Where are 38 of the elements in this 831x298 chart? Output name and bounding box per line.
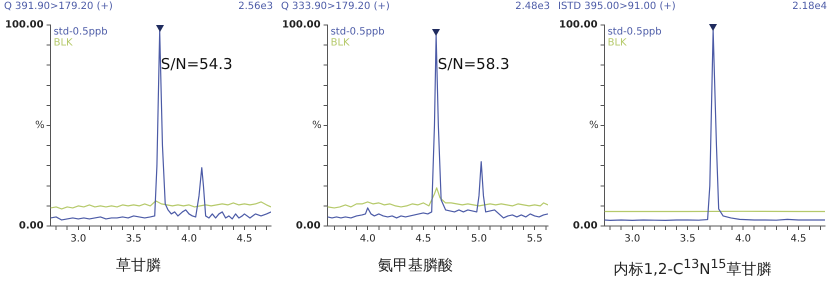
x-tick-label: 4.0 <box>181 234 197 245</box>
text: std-0.5ppb <box>54 26 108 38</box>
chart-subtitle: 2.56e3 <box>238 0 273 14</box>
x-tick-label: 3.5 <box>126 234 142 245</box>
y-tick-label: 100.00 <box>4 20 44 31</box>
x-axis-title: 氨甲基膦酸 <box>377 256 454 275</box>
chart-title: Q 391.90>179.20 (+) <box>4 0 113 14</box>
chart-subtitle: 2.48e3 <box>515 0 550 14</box>
y-tick-label: 100.00 <box>282 20 321 31</box>
x-tick-label: 4.0 <box>360 234 376 245</box>
x-axis-title: 内标1,2-C$^{13}$N$^{15}$草甘膦 <box>612 256 772 279</box>
chart-title: Q 333.90>179.20 (+) <box>281 0 390 14</box>
x-tick-label: 5.0 <box>471 234 487 245</box>
x-tick-label: 4.0 <box>735 234 751 245</box>
y-tick-label: 0.00 <box>18 220 44 232</box>
y-axis-title: % <box>589 120 599 132</box>
y-tick-label: 100.00 <box>558 20 598 31</box>
chart-title: ISTD 395.00>91.00 (+) <box>558 0 676 14</box>
x-tick-label: 4.5 <box>415 234 432 245</box>
x-tick-label: 5.5 <box>526 234 543 245</box>
x-tick-label: 4.5 <box>790 234 806 245</box>
text: BLK <box>330 38 350 49</box>
x-axis-title: 草甘膦 <box>115 256 162 275</box>
x-tick-label: 4.5 <box>236 234 252 245</box>
chart-subtitle: 2.18e4 <box>792 0 827 14</box>
x-tick-label: 3.0 <box>624 234 640 245</box>
y-tick-label: 0.00 <box>572 220 598 232</box>
y-axis-title: % <box>35 120 45 132</box>
text: std-0.5ppb <box>608 26 662 38</box>
text: BLK <box>54 38 74 49</box>
annotation: S/N=54.3 <box>160 55 233 74</box>
annotation: S/N=58.3 <box>438 55 510 74</box>
text: std-0.5ppb <box>330 26 385 38</box>
x-tick-label: 3.5 <box>680 234 696 245</box>
x-tick-label: 3.0 <box>70 234 86 245</box>
text: BLK <box>608 38 628 49</box>
y-axis-title: % <box>312 120 322 132</box>
y-tick-label: 0.00 <box>296 220 321 232</box>
